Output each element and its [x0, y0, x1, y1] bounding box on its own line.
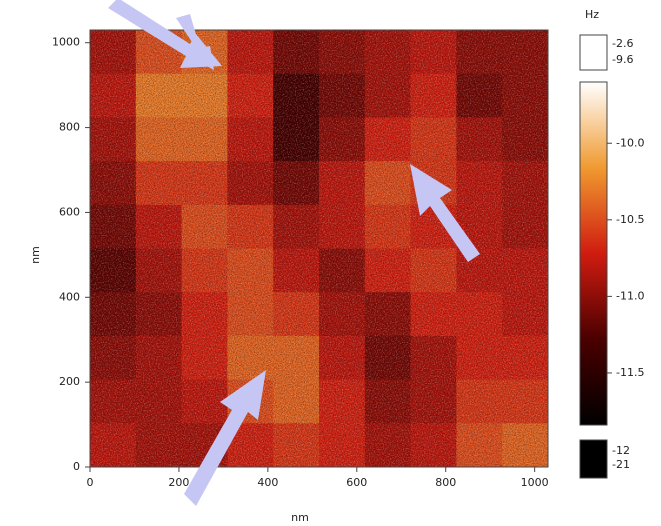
colorbar-tick-label: -10.5	[616, 213, 644, 226]
over-label: -9.6	[612, 53, 633, 66]
over-box	[580, 35, 607, 70]
x-tick-label: 400	[257, 476, 278, 489]
x-tick-label: 1000	[521, 476, 549, 489]
y-tick-label: 600	[59, 205, 80, 218]
colorbar-label: Hz	[585, 8, 599, 21]
colorbar-tick-label: -11.0	[616, 289, 644, 302]
x-tick-label: 600	[346, 476, 367, 489]
colorbar-tick-label: -10.0	[616, 136, 644, 149]
y-axis-label: nm	[29, 246, 42, 264]
texture	[90, 30, 548, 467]
under-label: -12	[612, 444, 630, 457]
under-box	[580, 440, 607, 478]
under-label: -21	[612, 458, 630, 471]
y-tick-label: 1000	[52, 36, 80, 49]
y-tick-label: 800	[59, 121, 80, 134]
x-axis-label: nm	[291, 511, 309, 524]
y-tick-label: 400	[59, 290, 80, 303]
over-label: -2.6	[612, 37, 633, 50]
y-tick-label: 0	[73, 460, 80, 473]
x-tick-label: 0	[87, 476, 94, 489]
x-tick-label: 200	[168, 476, 189, 489]
x-tick-label: 800	[435, 476, 456, 489]
colorbar-tick-label: -11.5	[616, 366, 644, 379]
chart: Hz nm nm -2.6 -9.6 -12 -21 0 200 400 600 800…	[0, 0, 661, 526]
y-tick-label: 200	[59, 375, 80, 388]
colorbar	[580, 82, 607, 425]
